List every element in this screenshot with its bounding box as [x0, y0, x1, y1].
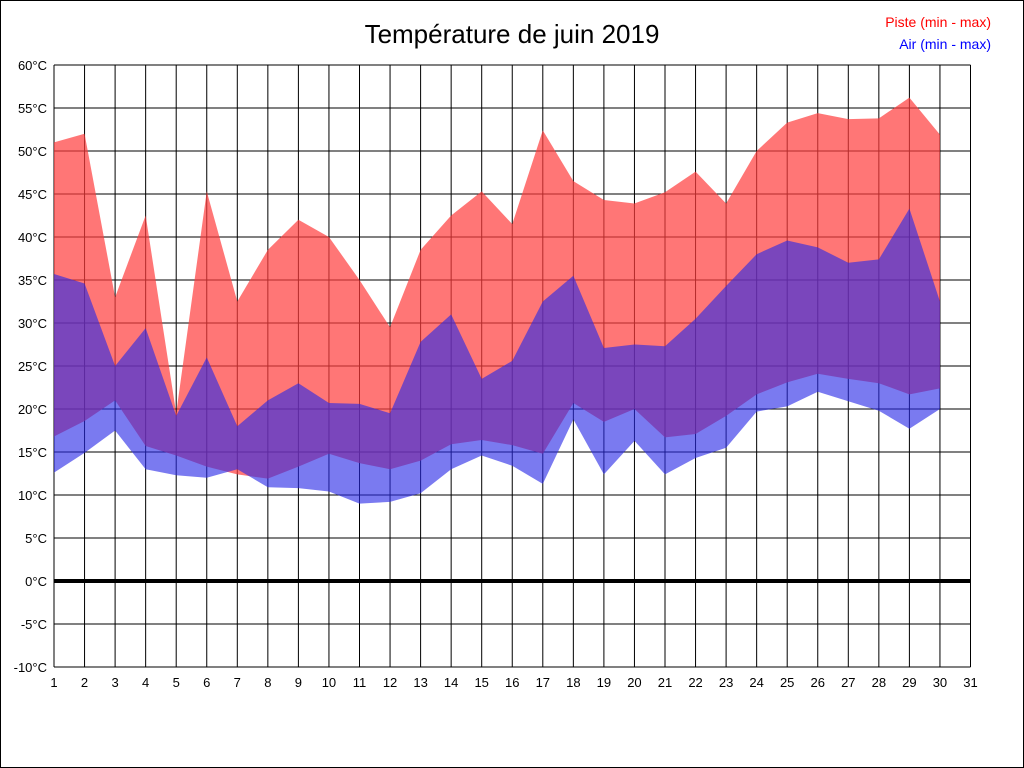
y-tick-label: 55°C	[18, 101, 47, 116]
x-tick-label: 6	[203, 675, 210, 690]
x-tick-label: 12	[383, 675, 397, 690]
x-tick-label: 23	[719, 675, 733, 690]
legend: Piste (min - max) Air (min - max)	[885, 11, 991, 55]
y-tick-label: -5°C	[21, 617, 47, 632]
y-tick-label: 5°C	[25, 531, 47, 546]
x-tick-label: 13	[413, 675, 427, 690]
x-tick-label: 14	[444, 675, 458, 690]
x-tick-label: 9	[295, 675, 302, 690]
x-tick-label: 1	[50, 675, 57, 690]
y-tick-label: 35°C	[18, 273, 47, 288]
y-tick-label: 15°C	[18, 445, 47, 460]
x-tick-label: 10	[322, 675, 336, 690]
x-tick-label: 7	[234, 675, 241, 690]
x-tick-label: 22	[688, 675, 702, 690]
y-tick-label: 60°C	[18, 58, 47, 73]
y-tick-label: 0°C	[25, 574, 47, 589]
x-tick-label: 30	[933, 675, 947, 690]
x-tick-label: 3	[111, 675, 118, 690]
x-tick-label: 28	[872, 675, 886, 690]
y-tick-label: 25°C	[18, 359, 47, 374]
chart-title: Température de juin 2019	[364, 19, 660, 49]
x-tick-label: 26	[811, 675, 825, 690]
x-tick-label: 4	[142, 675, 149, 690]
y-tick-label: -10°C	[14, 660, 47, 675]
x-tick-label: 18	[566, 675, 580, 690]
x-tick-label: 24	[749, 675, 763, 690]
x-tick-label: 31	[963, 675, 977, 690]
x-tick-label: 21	[658, 675, 672, 690]
x-tick-label: 16	[505, 675, 519, 690]
legend-air-label: Air (min - max)	[899, 36, 991, 52]
y-tick-label: 10°C	[18, 488, 47, 503]
x-tick-label: 19	[597, 675, 611, 690]
x-tick-label: 2	[81, 675, 88, 690]
y-tick-label: 40°C	[18, 230, 47, 245]
y-tick-label: 50°C	[18, 144, 47, 159]
x-tick-label: 29	[902, 675, 916, 690]
x-tick-label: 8	[264, 675, 271, 690]
air-band	[54, 208, 940, 504]
legend-piste-label: Piste (min - max)	[885, 14, 991, 30]
x-tick-label: 11	[353, 675, 367, 690]
y-tick-label: 30°C	[18, 316, 47, 331]
x-tick-label: 15	[474, 675, 488, 690]
x-tick-label: 27	[841, 675, 855, 690]
x-tick-label: 17	[536, 675, 550, 690]
x-tick-label: 25	[780, 675, 794, 690]
y-tick-label: 20°C	[18, 402, 47, 417]
x-tick-label: 5	[173, 675, 180, 690]
x-tick-label: 20	[627, 675, 641, 690]
y-tick-label: 45°C	[18, 187, 47, 202]
